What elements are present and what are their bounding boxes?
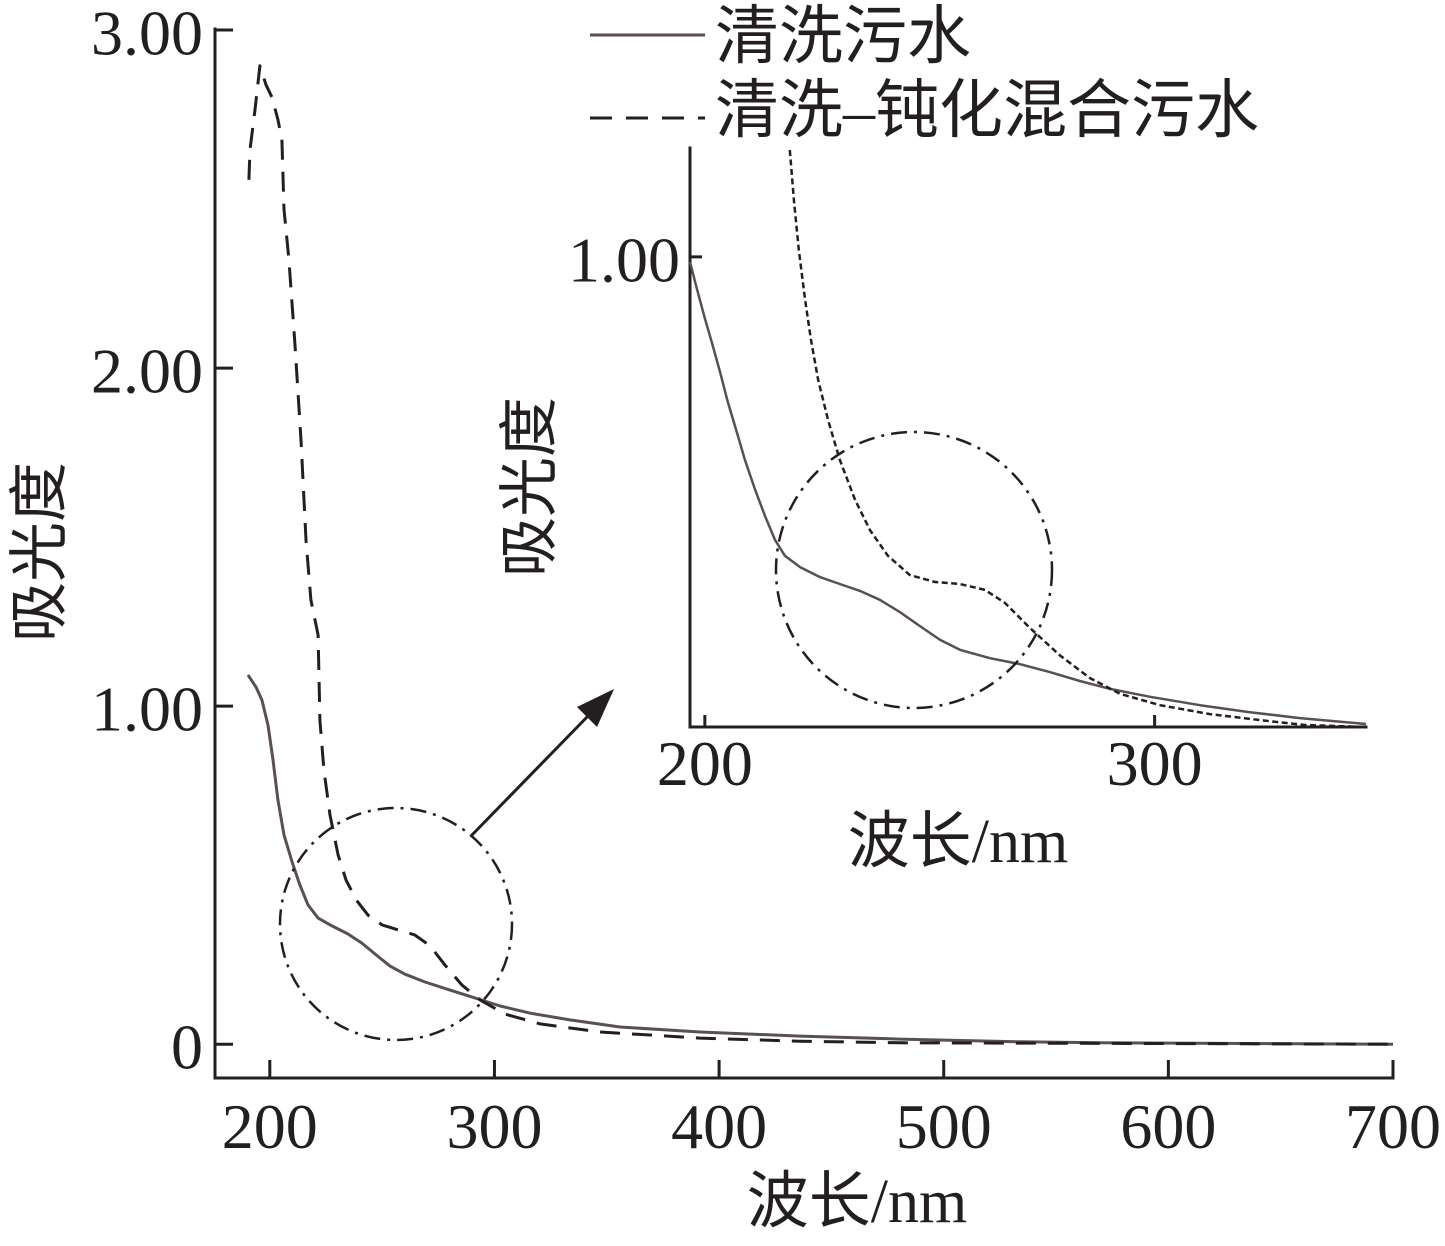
inset-y-axis-label: 吸光度: [497, 397, 563, 577]
main-x-axis-label: 波长/nm: [747, 1168, 967, 1236]
main-y-tick-label-1-00: 1.00: [91, 674, 203, 745]
inset-y-tick-label-1-00: 1.00: [568, 224, 680, 295]
inset-zoom-region-circle: [774, 430, 1054, 710]
inset-series: [688, 149, 1367, 729]
zoom-arrow: [469, 689, 614, 838]
legend: 清洗污水 清洗–钝化混合污水: [590, 1, 1259, 146]
main-series-cleaning-wastewater-line: [246, 674, 1394, 1046]
zoom-arrow-head: [577, 689, 614, 727]
inset-series-mixed-wastewater-line: [788, 149, 1367, 729]
main-series: [246, 64, 1394, 1046]
zoom-arrow-shaft: [469, 713, 591, 838]
main-x-tick-label-500: 500: [896, 1091, 992, 1162]
main-zoom-region-circle: [278, 806, 514, 1042]
main-x-tick-label-700: 700: [1345, 1091, 1441, 1162]
main-series-mixed-wastewater-line: [247, 64, 1394, 1046]
main-y-tick-label-0: 0: [171, 1012, 203, 1083]
main-x-tick-label-600: 600: [1120, 1091, 1216, 1162]
inset-chart: 200 300 1.00 波长/nm 吸光度: [497, 146, 1368, 876]
main-chart: 200 300 400 500 600 700 0 1.00 2.00 3.00 波长/nm 吸光…: [7, 0, 1441, 1236]
main-y-tick-label-2-00: 2.00: [91, 336, 203, 407]
inset-x-axis-label: 波长/nm: [848, 808, 1068, 876]
legend-item-mixed-wastewater: 清洗–钝化混合污水: [590, 75, 1259, 146]
main-y-axis-label: 吸光度: [7, 462, 73, 642]
inset-x-tick-label-200: 200: [657, 728, 753, 799]
main-x-tick-label-400: 400: [671, 1091, 767, 1162]
main-ticks: 200 300 400 500 600 700 0 1.00 2.00 3.00: [91, 0, 1441, 1162]
legend-label-cleaning-wastewater: 清洗污水: [715, 1, 971, 72]
inset-ticks: 200 300 1.00: [568, 224, 1203, 799]
main-y-tick-label-3-00: 3.00: [91, 0, 203, 69]
legend-item-cleaning-wastewater: 清洗污水: [590, 1, 971, 72]
main-x-tick-label-300: 300: [446, 1091, 542, 1162]
main-x-tick-label-200: 200: [222, 1091, 318, 1162]
legend-label-mixed-wastewater: 清洗–钝化混合污水: [715, 75, 1259, 146]
inset-x-tick-label-300: 300: [1107, 728, 1203, 799]
